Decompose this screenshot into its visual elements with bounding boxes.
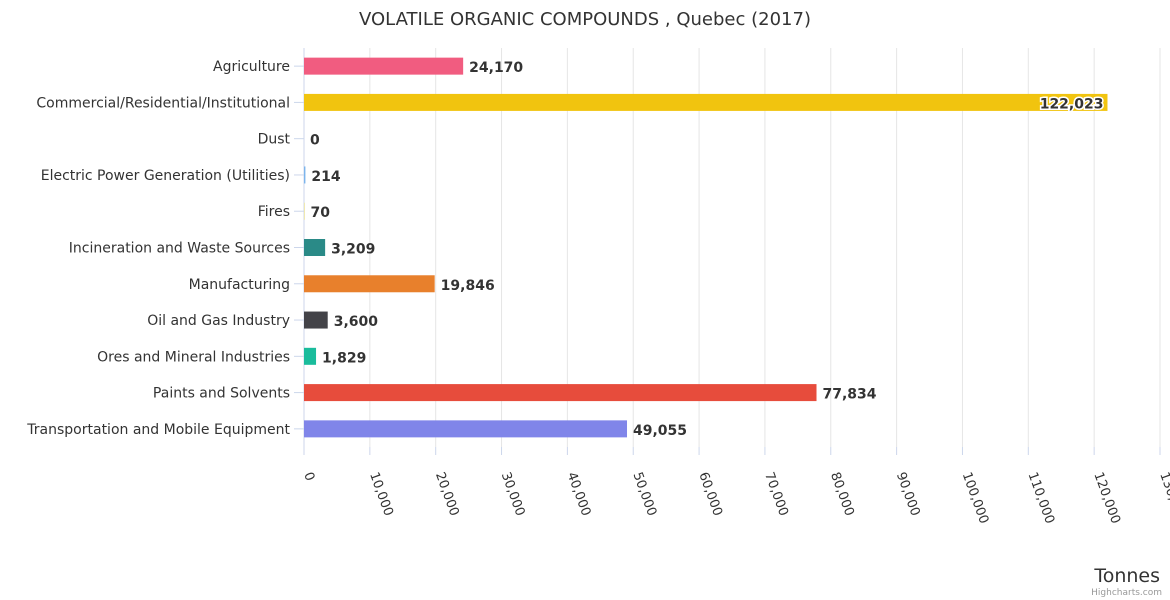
category-label: Manufacturing (189, 277, 290, 293)
bar[interactable] (304, 166, 306, 184)
x-tick-label: 100,000 (959, 470, 991, 526)
x-axis-title: Tonnes (1093, 565, 1160, 587)
bar[interactable] (304, 57, 464, 75)
data-label: 77,834 (823, 387, 877, 403)
bar[interactable] (304, 420, 628, 438)
bar[interactable] (304, 239, 326, 256)
category-label: Paints and Solvents (153, 386, 290, 402)
category-label: Agriculture (213, 59, 290, 75)
x-tick-label: 130,000 (1156, 470, 1170, 526)
x-axis-ticks: 0 10,000 20,000 30,000 40,000 50,000 60,000 70,… (300, 447, 1170, 526)
data-label: 122,023 (1040, 96, 1104, 112)
chart-title: VOLATILE ORGANIC COMPOUNDS , Quebec (201… (359, 9, 811, 30)
category-labels: Agriculture Commercial/Residential/Instit… (26, 59, 304, 438)
x-tick-label: 80,000 (827, 470, 857, 518)
category-label: Dust (258, 132, 291, 148)
data-label: 3,600 (334, 314, 379, 330)
bar[interactable] (304, 347, 317, 365)
data-label: 49,055 (633, 423, 687, 439)
category-label: Transportation and Mobile Equipment (26, 422, 290, 438)
bar[interactable] (304, 311, 328, 329)
category-label: Ores and Mineral Industries (97, 349, 290, 365)
x-tick-label: 110,000 (1025, 470, 1057, 526)
category-label: Oil and Gas Industry (147, 313, 290, 329)
data-label: 70 (310, 205, 330, 221)
data-label: 214 (311, 169, 340, 185)
x-tick-label: 0 (300, 470, 317, 483)
x-tick-label: 10,000 (366, 470, 396, 518)
x-tick-label: 40,000 (564, 470, 594, 518)
category-label: Electric Power Generation (Utilities) (41, 168, 290, 184)
x-tick-label: 20,000 (432, 470, 462, 518)
data-label: 24,170 (469, 60, 523, 76)
x-tick-label: 90,000 (893, 470, 923, 518)
bar[interactable] (304, 275, 435, 293)
data-label: 19,846 (441, 278, 495, 294)
category-label: Incineration and Waste Sources (69, 241, 290, 257)
data-label: 0 (310, 133, 320, 149)
bar[interactable] (304, 93, 1108, 111)
bar[interactable] (304, 384, 817, 402)
category-label: Fires (258, 204, 290, 220)
data-label: 3,209 (331, 242, 375, 258)
x-tick-label: 30,000 (498, 470, 528, 518)
bars-group (304, 57, 1108, 438)
category-label: Commercial/Residential/Institutional (36, 95, 290, 111)
credits-link[interactable]: Highcharts.com (1091, 588, 1162, 598)
data-labels: 24,170 122,023 0 214 70 3,209 19,846 3,600 1,829… (310, 60, 1105, 439)
data-label: 1,829 (322, 350, 366, 366)
x-tick-label: 70,000 (761, 470, 791, 518)
x-tick-label: 120,000 (1090, 470, 1122, 526)
x-tick-label: 60,000 (695, 470, 725, 518)
x-tick-label: 50,000 (629, 470, 659, 518)
